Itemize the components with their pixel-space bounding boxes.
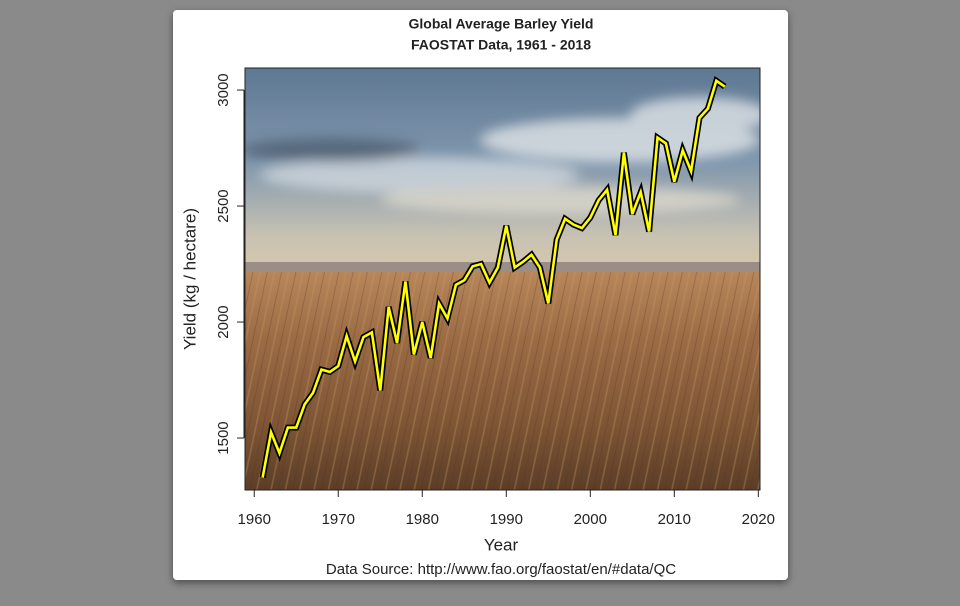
source-note: Data Source: http://www.fao.org/faostat/… [326, 561, 676, 578]
y-tick-label: 1500 [215, 421, 232, 454]
x-tick-label: 1990 [490, 511, 523, 528]
x-tick-label: 2010 [658, 511, 691, 528]
photo-background [245, 68, 760, 490]
x-tick-label: 1960 [238, 511, 271, 528]
y-tick-label: 2000 [215, 305, 232, 338]
line [261, 78, 726, 478]
y-axis-label: Yield (kg / hectare) [180, 208, 199, 350]
x-tick-label: 2000 [574, 511, 607, 528]
x-tick-label: 1970 [322, 511, 355, 528]
chart-title: Global Average Barley Yield [409, 16, 594, 32]
x-axis-label: Year [484, 535, 519, 554]
y-tick-label: 2500 [215, 189, 232, 222]
x-tick-label: 2020 [742, 511, 775, 528]
y-tick-label: 3000 [215, 73, 232, 106]
chart-subtitle: FAOSTAT Data, 1961 - 2018 [411, 37, 591, 53]
x-tick-label: 1980 [406, 511, 439, 528]
